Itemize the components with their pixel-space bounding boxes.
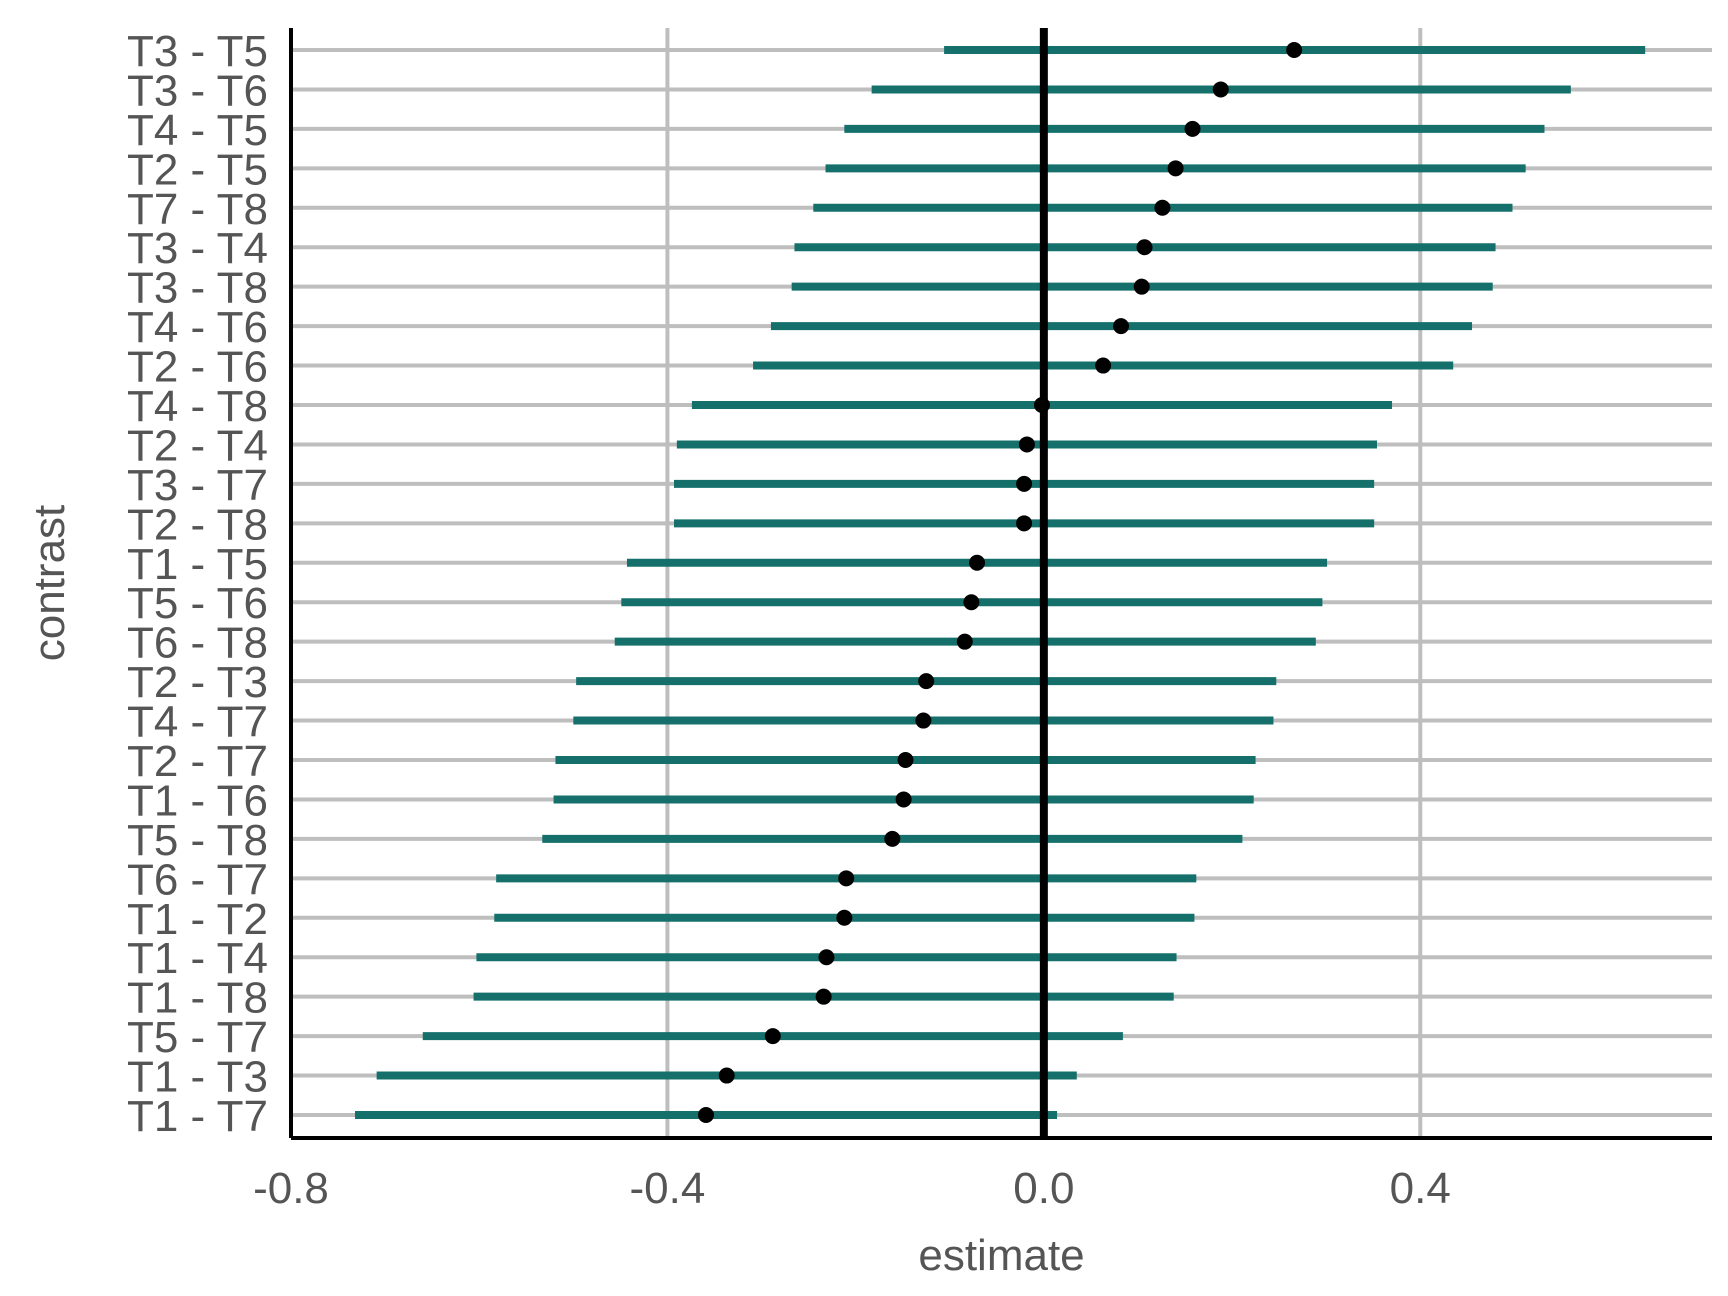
estimate-points (698, 42, 1303, 1123)
y-tick-label: T5 - T7 (127, 1013, 268, 1062)
y-tick-label: T1 - T7 (127, 1092, 268, 1141)
point-t1-t7 (698, 1107, 715, 1123)
x-tick-label: 0.0 (1013, 1164, 1074, 1213)
point-t4-t8 (1033, 397, 1050, 413)
point-t3-t5 (1286, 42, 1303, 58)
y-tick-label: T4 - T8 (127, 382, 268, 431)
x-tick-label: -0.8 (253, 1164, 329, 1213)
x-tick-labels: -0.8 -0.4 0.0 0.4 (253, 1164, 1451, 1213)
y-tick-label: T2 - T6 (127, 343, 268, 392)
point-t5-t8 (884, 830, 901, 847)
point-t3-t7 (1016, 475, 1033, 492)
y-axis-title: contrast (25, 505, 74, 662)
point-t2-t8 (1016, 515, 1033, 532)
y-tick-label: T3 - T6 (127, 66, 268, 115)
point-t6-t7 (838, 870, 855, 887)
y-tick-label: T3 - T4 (127, 224, 268, 273)
point-t1-t6 (895, 791, 912, 808)
point-t1-t8 (815, 988, 832, 1005)
y-tick-label: T4 - T6 (127, 303, 268, 352)
y-tick-label: T4 - T7 (127, 698, 268, 747)
point-t1-t4 (818, 949, 835, 966)
point-t3-t8 (1133, 278, 1150, 295)
point-t4-t5 (1184, 120, 1201, 137)
point-t1-t5 (969, 554, 986, 571)
point-t3-t4 (1136, 239, 1153, 256)
y-tick-label: T7 - T8 (127, 185, 268, 234)
point-t2-t6 (1095, 357, 1112, 374)
point-t4-t7 (915, 712, 932, 729)
y-tick-label: T1 - T4 (127, 934, 268, 983)
y-tick-label: T1 - T5 (127, 540, 268, 589)
y-tick-label: T3 - T7 (127, 461, 268, 510)
y-tick-label: T4 - T5 (127, 106, 268, 155)
point-t2-t5 (1167, 160, 1184, 177)
y-tick-label: T1 - T2 (127, 895, 268, 944)
point-t2-t3 (918, 673, 935, 690)
point-t4-t6 (1113, 318, 1130, 335)
point-t2-t7 (897, 752, 914, 768)
y-tick-label: T2 - T7 (127, 737, 268, 786)
point-t6-t8 (956, 633, 973, 650)
point-t3-t6 (1212, 81, 1229, 98)
y-tick-label: T1 - T6 (127, 776, 268, 825)
y-tick-label: T2 - T8 (127, 500, 268, 549)
x-tick-label: -0.4 (630, 1164, 706, 1213)
x-axis-title: estimate (918, 1231, 1084, 1280)
y-tick-label: T3 - T5 (127, 27, 268, 76)
y-tick-label: T5 - T6 (127, 579, 268, 628)
y-tick-label: T6 - T7 (127, 855, 268, 904)
point-t5-t7 (764, 1028, 781, 1045)
x-tick-label: 0.4 (1390, 1164, 1451, 1213)
y-tick-label: T6 - T8 (127, 619, 268, 668)
y-tick-label: T2 - T4 (127, 421, 268, 470)
y-tick-label: T1 - T8 (127, 974, 268, 1023)
y-tick-label: T3 - T8 (127, 264, 268, 313)
point-t2-t4 (1018, 436, 1035, 453)
y-tick-label: T1 - T3 (127, 1053, 268, 1102)
point-t1-t2 (836, 909, 853, 926)
point-t7-t8 (1154, 199, 1171, 216)
point-t1-t3 (718, 1067, 735, 1084)
y-tick-label: T2 - T5 (127, 145, 268, 194)
y-tick-label: T2 - T3 (127, 658, 268, 707)
y-tick-label: T5 - T8 (127, 816, 268, 865)
point-t5-t6 (963, 594, 980, 611)
